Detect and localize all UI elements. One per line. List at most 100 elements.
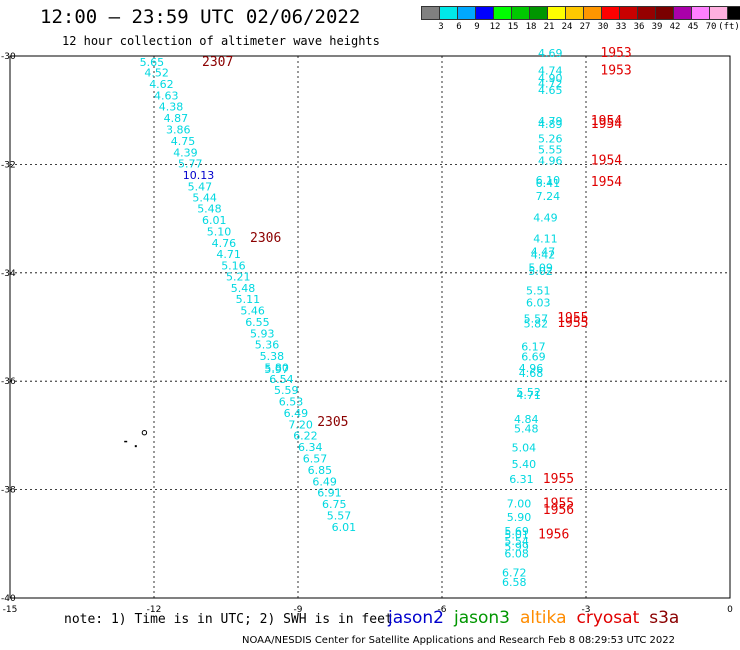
- color-scale-tick: 15: [507, 22, 519, 32]
- wave-height-label: 4.75: [171, 135, 196, 148]
- wave-height-label: 6.41: [536, 177, 561, 190]
- pass-time-label: 2305: [317, 415, 348, 430]
- wave-height-label: 5.99: [504, 540, 529, 553]
- y-tick-label: -38: [1, 486, 16, 496]
- wave-height-label: 5.46: [240, 305, 265, 318]
- pass-time-label: 1954: [591, 175, 622, 190]
- pass-time-label: 1956: [538, 527, 569, 542]
- wave-height-label: 5.44: [192, 191, 217, 204]
- wave-height-label: 5.57: [524, 313, 549, 326]
- wave-height-label: 6.57: [303, 453, 328, 466]
- wave-height-label: 4.63: [154, 89, 179, 102]
- wave-height-label: 4.84: [514, 413, 539, 426]
- wave-height-label: 5.21: [226, 270, 251, 283]
- map-frame: [9, 55, 731, 599]
- wave-height-label: 4.79: [538, 115, 563, 128]
- wave-height-label: 4.68: [519, 367, 544, 380]
- wave-height-label: 4.72: [538, 77, 563, 90]
- color-scale-tick: 70: [705, 22, 717, 32]
- wave-height-label: 3.86: [166, 124, 191, 137]
- wave-height-label: 6.53: [279, 396, 304, 409]
- y-tick-label: -30: [1, 52, 16, 62]
- wave-height-label: 5.82: [524, 318, 549, 331]
- wave-height-label: 4.69: [538, 47, 563, 60]
- wave-height-label: 5.26: [538, 133, 563, 146]
- wave-height-label: 4.65: [538, 84, 563, 97]
- wave-height-label: 4.74: [538, 64, 563, 77]
- wave-height-label: 6.55: [245, 316, 270, 329]
- wave-height-label: 6.49: [312, 475, 337, 488]
- color-scale-tick: 30: [597, 22, 609, 32]
- color-scale-cell: [727, 6, 740, 20]
- wave-height-label: 5.16: [221, 260, 246, 273]
- pass-time-label: 1954: [591, 117, 622, 132]
- wave-height-label: 6.01: [202, 214, 227, 227]
- legend-item-altika: altika: [520, 608, 567, 628]
- footer-note: note: 1) Time is in UTC; 2) SWH is in fe…: [64, 612, 393, 627]
- color-scale-tick: 24: [561, 22, 573, 32]
- wave-height-label: 6.72: [502, 566, 527, 579]
- wave-height-label: 4.71: [516, 389, 541, 402]
- x-tick-label: -3: [582, 605, 591, 615]
- wave-height-label: 5.09: [528, 262, 553, 275]
- wave-height-label: 6.58: [502, 576, 527, 589]
- wave-height-label: 6.01: [332, 521, 357, 534]
- color-scale-ticks: 3 6 9 12 15 18 21 24 27 30 33 36 39 42 45 70 (ft): [422, 22, 740, 34]
- x-tick-label: -15: [3, 605, 18, 615]
- wave-height-label: 5.11: [236, 293, 261, 306]
- color-scale-tick: 36: [633, 22, 645, 32]
- y-tick-label: -40: [1, 594, 16, 604]
- wave-height-label: 5.38: [260, 350, 285, 363]
- wave-height-label: 4.96: [519, 362, 544, 375]
- pass-time-label: 1954: [591, 114, 622, 129]
- pass-time-label: 1954: [591, 153, 622, 168]
- color-scale-tick: 21: [543, 22, 555, 32]
- wave-height-label: 5.48: [514, 423, 539, 436]
- pass-time-label: 1953: [600, 63, 631, 78]
- page-title: 12:00 – 23:59 UTC 02/06/2022: [40, 6, 361, 28]
- wave-height-label: 5.97: [264, 363, 289, 376]
- color-scale-tick: (ft): [718, 22, 740, 32]
- color-scale-tick: 33: [615, 22, 627, 32]
- wave-height-label: 7.24: [536, 190, 561, 203]
- wave-height-label: 6.91: [317, 487, 342, 500]
- wave-height-label: 5.90: [507, 511, 532, 524]
- wave-height-label: 6.49: [284, 407, 309, 420]
- color-scale-tick: 12: [489, 22, 501, 32]
- wave-height-label: 7.20: [288, 418, 313, 431]
- wave-height-label: 5.55: [538, 144, 563, 157]
- pass-time-label: 1956: [543, 503, 574, 518]
- wave-height-label: 4.62: [149, 78, 174, 91]
- wave-height-label: 4.47: [531, 245, 556, 258]
- x-tick-label: -9: [294, 605, 303, 615]
- wave-height-label: 6.75: [322, 498, 347, 511]
- wave-height-label: 5.47: [188, 180, 213, 193]
- y-tick-label: -34: [1, 269, 16, 279]
- wave-height-label: 7.00: [507, 497, 532, 510]
- legend-item-jason2: jason2: [388, 608, 444, 628]
- wave-height-label: 4.52: [144, 67, 169, 80]
- y-tick-label: -36: [1, 377, 16, 387]
- wave-height-label: 5.02: [528, 265, 553, 278]
- legend-item-jason3: jason3: [454, 608, 510, 628]
- wave-height-label: 4.87: [164, 112, 189, 125]
- island-shape: [134, 445, 137, 448]
- y-tick-label: -32: [1, 160, 16, 170]
- island-shape: [141, 429, 148, 436]
- pass-time-label: 1955: [557, 311, 588, 326]
- color-scale-tick: 27: [579, 22, 591, 32]
- color-scale-tick: 42: [669, 22, 681, 32]
- wave-height-label: 4.42: [531, 249, 556, 262]
- wave-height-label: 4.39: [173, 146, 198, 159]
- wave-height-label: 5.40: [512, 458, 536, 471]
- wave-height-label: 6.31: [509, 473, 534, 486]
- legend-item-s3a: s3a: [649, 608, 680, 628]
- wave-height-label: 6.85: [308, 464, 333, 477]
- pass-time-label: 2307: [202, 55, 233, 70]
- wave-height-label: 5.01: [504, 528, 529, 541]
- wave-height-label: 6.54: [269, 373, 294, 386]
- wave-height-label: 4.49: [533, 211, 558, 224]
- pass-time-label: 2306: [250, 231, 281, 246]
- wave-height-label: 4.89: [538, 118, 563, 131]
